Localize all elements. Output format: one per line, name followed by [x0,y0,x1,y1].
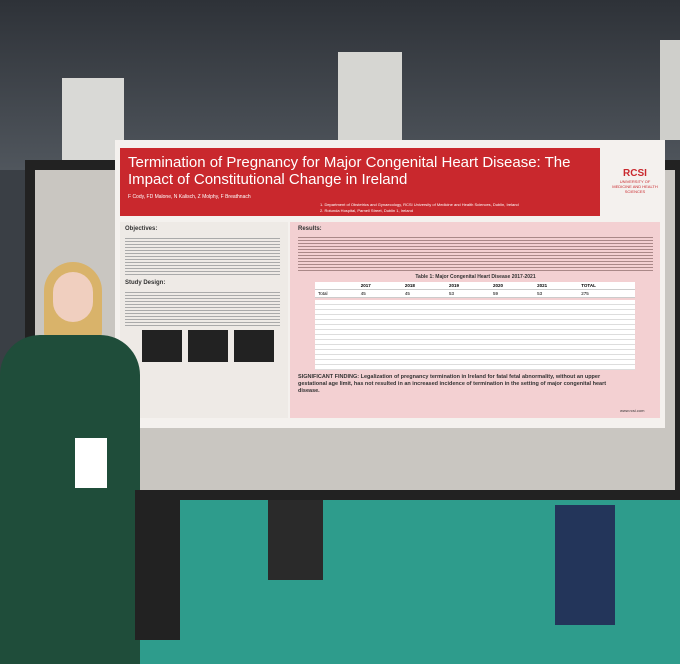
section-heading: Objectives: [125,226,158,232]
finding: SIGNIFICANT FINDING: Legalization of pre… [298,374,607,394]
table-cell: 2018 [401,282,446,290]
person-legs [135,490,180,640]
table-cell: 45 [357,289,402,298]
left-column: Objectives: Study Design: [120,222,288,418]
table-body [315,300,635,370]
table-title: Table 1: Major Congenital Heart Disease … [415,274,536,280]
website: www.rcsi.com [620,408,645,413]
table-cell: 2021 [534,282,579,290]
table-cell: 59 [490,289,535,298]
dress [0,335,140,664]
table-cell: TOTAL [578,282,635,290]
pillar [338,52,402,152]
body-text [125,290,280,326]
table-row: Total 45 45 53 59 53 275 [315,289,635,298]
table-cell: 2019 [445,282,491,290]
table-cell: 53 [534,289,579,298]
results-table: 2017 2018 2019 2020 2021 TOTAL Total 45 45 53 59 53… [315,282,635,298]
face [53,272,93,322]
body-text [298,235,653,271]
section-heading: Study Design: [125,280,166,286]
affiliation: 2. Rotunda Hospital, Parnell Street, Dub… [320,208,413,213]
name-badge [75,438,107,488]
pillar [660,40,680,140]
table-cell: 2017 [357,282,402,290]
person-legs [555,505,615,625]
table-cell: Total [315,289,358,298]
ultrasound-image [234,330,274,362]
poster: Termination of Pregnancy for Major Conge… [115,140,665,428]
authors: F Cody, FD Malone, N Kalisch, Z Molphy, … [128,194,251,200]
table-cell: 2020 [490,282,535,290]
table-cell [315,282,358,290]
person-legs [268,500,323,580]
logo: RCSI UNIVERSITY OF MEDICINE AND HEALTH S… [610,148,660,194]
ultrasound-image [142,330,182,362]
poster-title: Termination of Pregnancy for Major Conge… [128,154,571,188]
body-text [125,236,280,276]
ultrasound-image [188,330,228,362]
logo-name: RCSI [623,168,647,179]
results-column: Results: Table 1: Major Congenital Heart… [290,222,660,418]
affiliation: 1. Department of Obstetrics and Gynaecol… [320,202,519,207]
table-header: 2017 2018 2019 2020 2021 TOTAL [315,282,635,290]
table-cell: 53 [445,289,491,298]
table-cell: 275 [578,289,635,298]
logo-subtitle: UNIVERSITY OF MEDICINE AND HEALTH SCIENC… [612,179,658,194]
table-cell: 45 [401,289,446,298]
section-heading: Results: [298,226,322,232]
title-banner: Termination of Pregnancy for Major Conge… [120,148,600,216]
